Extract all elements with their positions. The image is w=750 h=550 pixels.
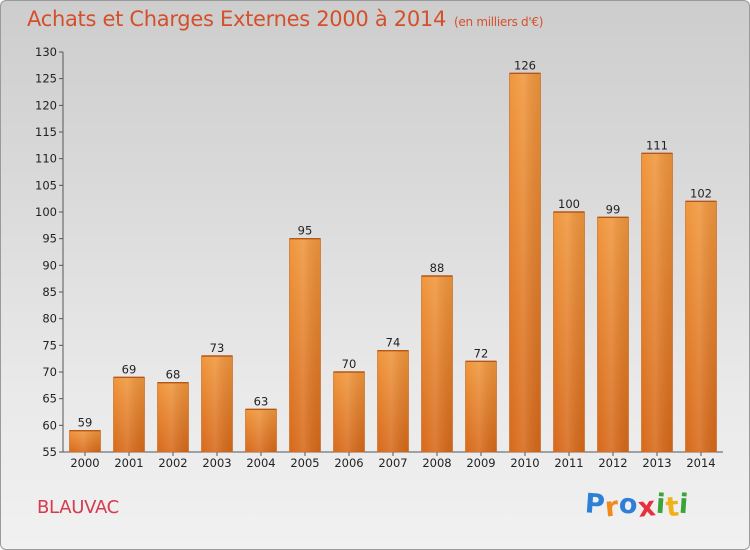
chart-title-text: Achats et Charges Externes 2000 à 2014 xyxy=(27,7,447,31)
bar-shine-2009 xyxy=(465,361,497,452)
y-tick-label: 65 xyxy=(42,392,57,406)
bar-shine-2008 xyxy=(421,276,453,452)
value-label-2013: 111 xyxy=(646,138,668,152)
commune-name: BLAUVAC xyxy=(37,497,119,518)
value-label-2006: 70 xyxy=(342,357,357,371)
bar-shine-2010 xyxy=(509,73,541,452)
x-tick-label-2007: 2007 xyxy=(378,456,407,470)
y-tick-label: 130 xyxy=(35,45,57,59)
x-tick-label-2013: 2013 xyxy=(642,456,671,470)
x-tick-label-2002: 2002 xyxy=(158,456,187,470)
value-label-2007: 74 xyxy=(386,336,401,350)
bar-shine-2001 xyxy=(113,377,145,452)
value-label-2001: 69 xyxy=(122,362,137,376)
bar-shine-2013 xyxy=(641,153,673,453)
x-tick-label-2009: 2009 xyxy=(466,456,495,470)
value-label-2011: 100 xyxy=(558,197,580,211)
x-tick-label-2012: 2012 xyxy=(598,456,627,470)
logo-letter: i xyxy=(678,488,691,521)
y-tick-label: 115 xyxy=(35,125,57,139)
value-label-2008: 88 xyxy=(430,261,445,275)
chart-bars: 59 69 68 73 63 95 70 74 88 72 126 100 99 111 102 xyxy=(69,58,717,453)
bar-shine-2007 xyxy=(377,350,409,452)
chart-axes: 55 60 65 70 75 80 85 90 95 100 105 110 115 120 125 130 2… xyxy=(35,45,723,470)
y-tick-label: 100 xyxy=(35,205,57,219)
value-label-2005: 95 xyxy=(298,224,313,238)
x-tick-label-2005: 2005 xyxy=(290,456,319,470)
value-label-2012: 99 xyxy=(606,202,621,216)
value-label-2004: 63 xyxy=(254,394,269,408)
value-label-2009: 72 xyxy=(474,346,489,360)
value-label-2010: 126 xyxy=(514,58,536,72)
y-tick-label: 90 xyxy=(42,258,57,272)
chart-title: Achats et Charges Externes 2000 à 2014 (e… xyxy=(27,7,543,31)
y-tick-label: 95 xyxy=(42,232,57,246)
x-tick-label-2006: 2006 xyxy=(334,456,363,470)
y-tick-label: 120 xyxy=(35,98,57,112)
value-label-2002: 68 xyxy=(166,368,181,382)
x-tick-label-2014: 2014 xyxy=(686,456,715,470)
x-tick-label-2000: 2000 xyxy=(70,456,99,470)
bar-shine-2005 xyxy=(289,238,321,452)
x-tick-label-2011: 2011 xyxy=(554,456,583,470)
x-tick-label-2003: 2003 xyxy=(202,456,231,470)
y-tick-label: 110 xyxy=(35,152,57,166)
bar-shine-2014 xyxy=(685,201,717,452)
value-label-2014: 102 xyxy=(690,186,712,200)
bar-shine-2011 xyxy=(553,212,585,452)
y-tick-label: 60 xyxy=(42,418,57,432)
y-tick-label: 55 xyxy=(42,445,57,459)
proxiti-logo: Proxiti xyxy=(584,488,691,524)
bar-shine-2012 xyxy=(597,217,629,452)
chart-subtitle: (en milliers d'€) xyxy=(454,15,544,29)
bar-shine-2002 xyxy=(157,382,189,452)
bar-shine-2004 xyxy=(245,409,277,452)
bar-shine-2000 xyxy=(69,430,101,452)
value-label-2000: 59 xyxy=(78,416,93,430)
x-tick-label-2004: 2004 xyxy=(246,456,275,470)
y-tick-label: 105 xyxy=(35,178,57,192)
y-tick-label: 125 xyxy=(35,72,57,86)
bar-shine-2006 xyxy=(333,372,365,452)
x-tick-label-2001: 2001 xyxy=(114,456,143,470)
bar-shine-2003 xyxy=(201,356,233,452)
y-tick-label: 75 xyxy=(42,338,57,352)
y-tick-label: 80 xyxy=(42,312,57,326)
y-tick-label: 85 xyxy=(42,285,57,299)
value-label-2003: 73 xyxy=(210,341,225,355)
x-tick-label-2010: 2010 xyxy=(510,456,539,470)
x-tick-label-2008: 2008 xyxy=(422,456,451,470)
y-tick-label: 70 xyxy=(42,365,57,379)
